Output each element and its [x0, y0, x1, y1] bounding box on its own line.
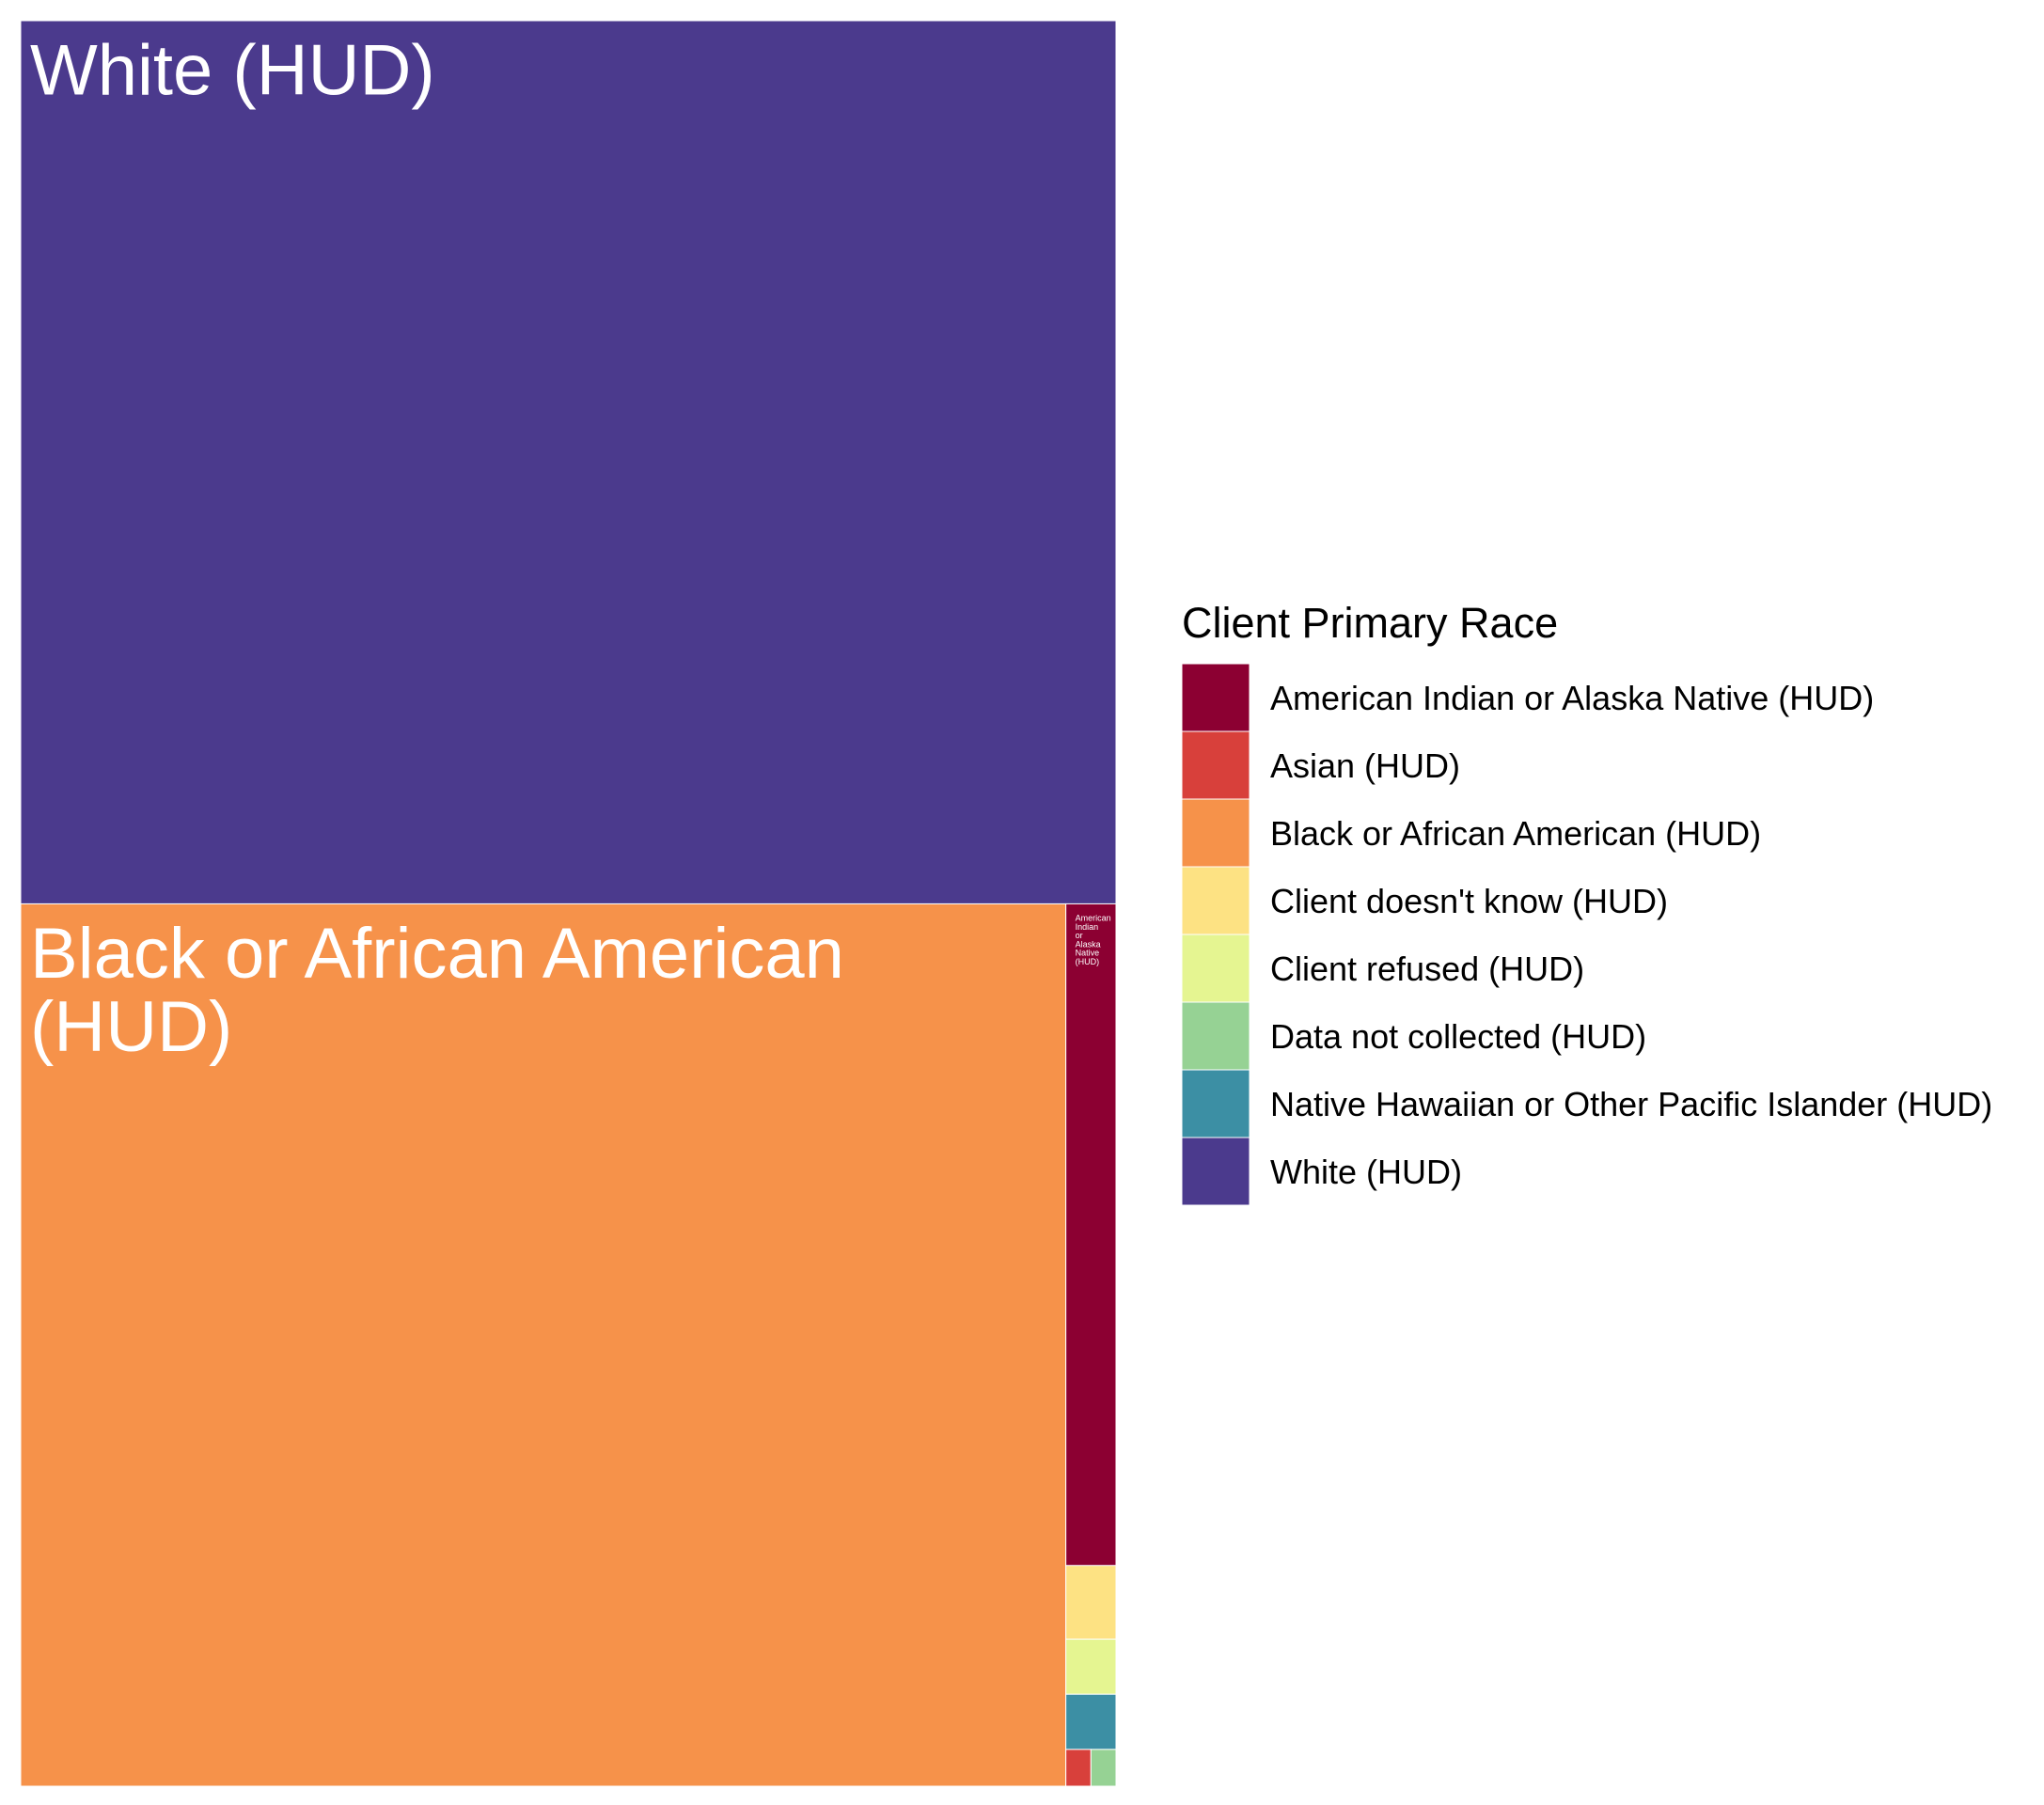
legend-item-american-indian-or-alaska-native: American Indian or Alaska Native (HUD): [1181, 663, 1874, 732]
legend-swatch: [1181, 663, 1250, 732]
legend-label: White (HUD): [1270, 1153, 1462, 1191]
legend-title: Client Primary Race: [1182, 599, 1558, 647]
legend-label: Asian (HUD): [1270, 746, 1460, 785]
legend-label: Data not collected (HUD): [1270, 1017, 1646, 1056]
legend-label: Client doesn't know (HUD): [1270, 882, 1668, 920]
legend-items: American Indian or Alaska Native (HUD) As…: [1181, 663, 1992, 1206]
legend-swatch: [1181, 798, 1250, 868]
legend-item-native-hawaiian-or-other-pacific-islander: Native Hawaiian or Other Pacific Islande…: [1181, 1069, 1992, 1138]
legend-item-client-refused: Client refused (HUD): [1181, 934, 1584, 1003]
treemap-tiles: [20, 20, 1117, 1787]
legend-label: Client refused (HUD): [1270, 950, 1584, 988]
tile-native-hawaiian-or-other-pacific-islander: [1065, 1693, 1117, 1750]
tile-label-white: White (HUD): [30, 30, 435, 110]
tile-label-american-indian-or-alaska-native: American Indian or Alaska Native (HUD): [1076, 914, 1111, 966]
legend-swatch: [1181, 934, 1250, 1003]
legend-swatch: [1181, 1001, 1250, 1071]
tile-black-or-african-american: [20, 902, 1067, 1787]
legend-item-data-not-collected: Data not collected (HUD): [1181, 1001, 1646, 1071]
tile-white: [20, 20, 1117, 904]
legend-swatch: [1181, 1137, 1250, 1206]
tile-data-not-collected: [1090, 1749, 1117, 1787]
legend-item-black-or-african-american: Black or African American (HUD): [1181, 798, 1761, 868]
legend: Client Primary Race American Indian or A…: [1181, 599, 1992, 1206]
legend-label: American Indian or Alaska Native (HUD): [1270, 679, 1874, 717]
tile-label-black-or-african-american: Black or African American (HUD): [30, 914, 844, 1067]
tile-american-indian-or-alaska-native: [1065, 902, 1117, 1566]
legend-swatch: [1181, 1069, 1250, 1138]
tile-client-doesn-t-know: [1065, 1564, 1117, 1640]
legend-label: Native Hawaiian or Other Pacific Islande…: [1270, 1085, 1992, 1123]
legend-item-client-doesn-t-know: Client doesn't know (HUD): [1181, 866, 1668, 935]
treemap-tile-labels: White (HUD) Black or African American (HUD…: [30, 30, 1111, 1067]
legend-item-white: White (HUD): [1181, 1137, 1462, 1206]
legend-swatch: [1181, 730, 1250, 800]
tile-client-refused: [1065, 1639, 1117, 1695]
tile-asian: [1065, 1749, 1092, 1787]
legend-swatch: [1181, 866, 1250, 935]
legend-label: Black or African American (HUD): [1270, 814, 1761, 853]
legend-item-asian: Asian (HUD): [1181, 730, 1460, 800]
